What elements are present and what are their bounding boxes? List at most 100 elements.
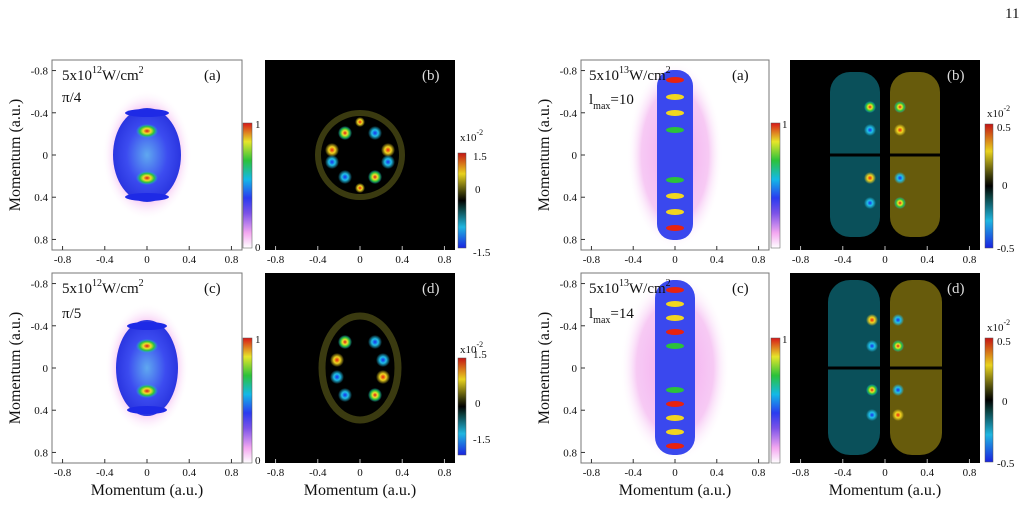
cb-div-min: -0.5 (997, 458, 1015, 470)
cb-div-mid: 0 (1002, 180, 1008, 192)
y-tick-label: -0.8 (560, 279, 578, 291)
cb-div-max: 1.5 (473, 151, 487, 163)
intensity-unit-exp: 2 (666, 278, 671, 289)
panel-right-c (580, 272, 770, 464)
intensity-exp: 12 (92, 65, 102, 76)
ring-bottom (125, 193, 169, 201)
svg-text:5x1013W/cm2: 5x1013W/cm2 (589, 65, 671, 84)
x-tick-label: 0.8 (225, 467, 239, 479)
intensity-unit: W/cm (629, 68, 666, 84)
x-tick-label: 0.8 (438, 254, 452, 266)
x-axis-label: Momentum (a.u.) (304, 482, 416, 499)
x-tick-label: 0 (882, 467, 888, 479)
y-tick-label: 0.8 (563, 447, 577, 459)
y-tick-label: -0.4 (31, 108, 49, 120)
right-figure: 5x1013W/cm2 lmax=10 (a) 1 (b) x (580, 59, 1015, 470)
y-tick-label: 0 (43, 150, 49, 162)
cb-max: 1 (782, 334, 788, 346)
svg-text:5x1012W/cm2: 5x1012W/cm2 (62, 65, 144, 84)
intensity-exp: 13 (619, 65, 629, 76)
y-tick-label: -0.8 (560, 66, 578, 78)
intensity-text: 5x10 (589, 281, 619, 297)
y-tick-label: 0.4 (563, 405, 577, 417)
y-tick-label: -0.8 (31, 279, 49, 291)
panel-tag-c: (c) (732, 281, 749, 297)
x-tick-label: -0.8 (583, 254, 601, 266)
page-number: 11 (1005, 6, 1019, 22)
x-tick-label: 0.4 (710, 254, 724, 266)
intensity-text: 5x10 (62, 281, 92, 297)
colorbar-mag (242, 337, 253, 464)
x-tick-label: -0.4 (834, 467, 852, 479)
cb-max: 1 (255, 334, 261, 346)
y-tick-label: 0.8 (34, 234, 48, 246)
x-tick-label: -0.8 (583, 467, 601, 479)
param-label: l (589, 92, 593, 108)
spot-bottom (136, 171, 158, 185)
svg-text:x10-2: x10-2 (987, 104, 1010, 120)
panel-tag-c: (c) (204, 281, 221, 297)
core (113, 108, 181, 202)
pattern-ring (315, 110, 405, 200)
x-tick-label: -0.4 (834, 254, 852, 266)
y-axis-label: Momentum (a.u.) (536, 312, 553, 424)
panel-left-d (265, 273, 455, 463)
svg-text:lmax=14: lmax=14 (589, 306, 634, 326)
lobes (330, 335, 390, 402)
core (657, 70, 693, 240)
ring-top (125, 109, 169, 117)
spot-top (136, 339, 158, 353)
y-tick-label: 0.8 (34, 447, 48, 459)
cb-max: 1 (255, 119, 261, 131)
lobes (866, 314, 904, 421)
y-tick-label: 0.4 (34, 192, 48, 204)
x-tick-label: -0.8 (54, 254, 72, 266)
spot-bottom (136, 384, 158, 398)
intensity-exp: 12 (92, 278, 102, 289)
fringes (666, 287, 684, 449)
core (116, 320, 178, 416)
x-tick-label: 0 (882, 254, 888, 266)
intensity-unit: W/cm (629, 281, 666, 297)
left-figure: 5x1012W/cm2 π/4 (a) 1 0 (b) (51, 59, 491, 467)
svg-text:lmax=10: lmax=10 (589, 92, 634, 112)
y-tick-label: 0.4 (34, 405, 48, 417)
cb-div-mid: 0 (1002, 396, 1008, 408)
x-tick-label: 0.4 (710, 467, 724, 479)
cb-scale: x10 (987, 108, 1004, 120)
y-tick-label: -0.4 (560, 321, 578, 333)
x-tick-label: -0.8 (267, 254, 285, 266)
svg-text:x10-2: x10-2 (460, 340, 483, 356)
param-sub: max (593, 315, 610, 326)
colorbar-mag (242, 122, 253, 249)
x-tick-label: 0 (144, 467, 150, 479)
cb-scale: x10 (460, 344, 477, 356)
y-axis-label: Momentum (a.u.) (7, 99, 24, 211)
cb-div-min: -1.5 (473, 434, 491, 446)
cb-div-max: 1.5 (473, 349, 487, 361)
x-tick-label: -0.4 (96, 254, 114, 266)
cb-div-min: -1.5 (473, 247, 491, 259)
x-tick-label: -0.8 (792, 467, 810, 479)
x-axis-label: Momentum (a.u.) (619, 482, 731, 499)
colorbar-mag (770, 122, 781, 249)
cb-min: 0 (255, 242, 261, 254)
param-val: =14 (610, 306, 634, 322)
intensity-unit: W/cm (102, 68, 139, 84)
colorbar-mag (770, 337, 781, 464)
x-tick-label: -0.4 (96, 467, 114, 479)
intensity-unit-exp: 2 (139, 65, 144, 76)
intensity-unit-exp: 2 (139, 278, 144, 289)
panel-tag-d: (d) (947, 281, 965, 297)
panel-tag-a: (a) (204, 68, 221, 84)
x-tick-label: -0.4 (309, 467, 327, 479)
x-tick-label: 0.4 (395, 254, 409, 266)
x-tick-label: 0 (672, 254, 678, 266)
x-tick-label: 0.8 (963, 467, 977, 479)
panel-right-a (580, 59, 770, 251)
y-tick-label: -0.8 (31, 66, 49, 78)
cb-scale-exp: -2 (1004, 104, 1011, 113)
y-tick-label: -0.4 (560, 108, 578, 120)
lobes (325, 117, 395, 193)
